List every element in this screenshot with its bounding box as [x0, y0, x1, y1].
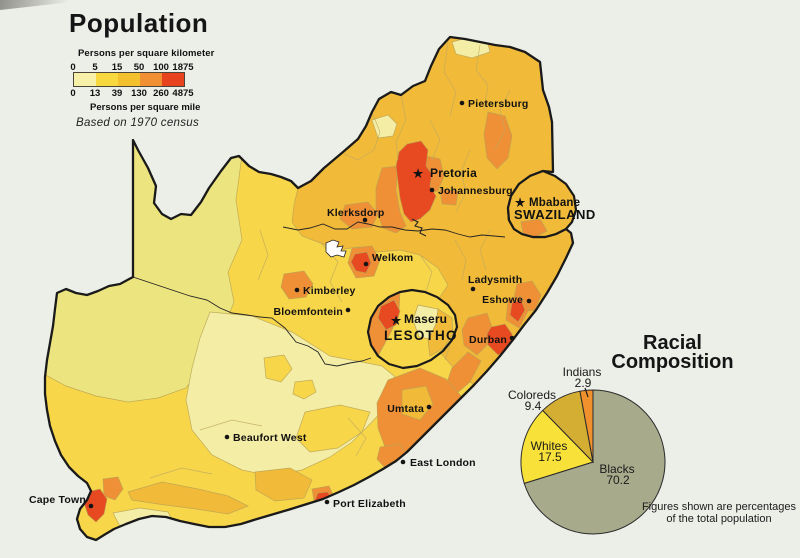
city-dot-icon-kimberley: [294, 287, 300, 293]
city-label-port-elizabeth: Port Elizabeth: [333, 498, 406, 510]
city-dot-icon-cape-town: [88, 503, 94, 509]
city-label-maseru: Maseru: [404, 312, 447, 326]
city-dot-icon-ladysmith: [470, 286, 476, 292]
legend-tick: 15: [111, 62, 123, 73]
pie-slice-whites: [520, 409, 594, 485]
city-label-kimberley: Kimberley: [303, 285, 356, 297]
pie-label-indians-value: 2.9: [575, 376, 592, 390]
city-dot-icon-umtata: [426, 404, 432, 410]
south-africa-border: [43, 35, 575, 542]
city-label-ladysmith: Ladysmith: [468, 274, 522, 286]
legend-tick: 5: [92, 62, 98, 73]
city-dot-icon-beaufort-west: [224, 434, 230, 440]
pie-slice-blacks: [523, 389, 666, 535]
vaal-river: [282, 221, 506, 238]
city-label-eshowe: Eshowe: [482, 294, 523, 306]
pie-slice-indians: [579, 389, 594, 463]
legend-tick: 4875: [172, 88, 194, 99]
city-label-mbabane: Mbabane: [529, 197, 580, 209]
city-label-east-london: East London: [410, 457, 476, 469]
orange-river: [132, 276, 372, 367]
vaal-dam: [411, 218, 427, 237]
city-label-johannesburg: Johannesburg: [438, 185, 513, 197]
pie-label-coloreds: Coloreds: [508, 388, 556, 402]
legend-tick: 0: [70, 88, 76, 99]
pie-label-whites-value: 17.5: [538, 450, 562, 464]
city-label-welkom: Welkom: [372, 252, 413, 264]
city-label-beaufort-west: Beaufort West: [233, 432, 307, 444]
city-dot-icon-durban: [509, 335, 515, 341]
population-legend: Population Persons per square kilometer …: [63, 6, 233, 129]
legend-swatch: [74, 73, 96, 86]
city-label-umtata: Umtata: [387, 403, 424, 415]
city-label-cape-town: Cape Town: [29, 494, 86, 506]
capital-star-icon-maseru: ★: [390, 313, 402, 328]
swaziland: [506, 169, 578, 239]
page-title: Population: [69, 8, 209, 38]
pie-label-whites: Whites: [531, 439, 568, 453]
city-dot-icon-port-elizabeth: [324, 499, 330, 505]
district-boundaries: [149, 41, 511, 479]
legend-tick: 100: [153, 62, 169, 73]
indians-leader-line: [584, 387, 589, 398]
pie-label-blacks: Blacks: [599, 462, 634, 476]
city-label-bloemfontein: Bloemfontein: [274, 306, 343, 318]
city-label-pretoria: Pretoria: [430, 166, 477, 180]
legend-tick: 130: [131, 88, 147, 99]
legend-unit-mile: Persons per square mile: [90, 102, 201, 113]
city-dot-icon-klerksdorp: [362, 217, 368, 223]
legend-swatch: [162, 73, 184, 86]
territory-label-swaziland: SWAZILAND: [514, 207, 596, 222]
legend-tick: 260: [153, 88, 169, 99]
pie-label-indians: Indians: [563, 365, 602, 379]
census-note: Based on 1970 census: [76, 117, 200, 129]
city-label-klerksdorp: Klerksdorp: [327, 207, 384, 219]
legend-tick: 39: [111, 88, 123, 99]
legend-color-bar: [73, 72, 185, 87]
density-scale: 0 5 15 50 100 1875 0 13 39 130 260 4875: [70, 62, 223, 101]
river-borders: [132, 218, 506, 367]
legend-swatch: [140, 73, 162, 86]
capital-star-icon-pretoria: ★: [412, 166, 424, 181]
territory-label-lesotho: LESOTHO: [384, 328, 458, 343]
city-label-durban: Durban: [469, 334, 507, 346]
legend-unit-km: Persons per square kilometer: [78, 48, 215, 59]
pie-chart-title: Racial Composition: [611, 332, 734, 373]
city-dot-icon-bloemfontein: [345, 307, 351, 313]
city-dot-icon-pietersburg: [459, 100, 465, 106]
lesotho: [366, 288, 459, 370]
city-dot-icon-east-london: [400, 459, 406, 465]
city-dot-icon-welkom: [363, 261, 369, 267]
legend-swatch: [118, 73, 140, 86]
capital-star-icon-mbabane: ★: [514, 195, 526, 210]
city-dot-icon-johannesburg: [429, 187, 435, 193]
pie-label-blacks-value: 70.2: [606, 473, 630, 487]
legend-tick: 50: [133, 62, 145, 73]
city-dot-icon-eshowe: [526, 298, 532, 304]
scan-edge-artifact: [0, 0, 90, 10]
legend-swatch: [96, 73, 118, 86]
city-label-pietersburg: Pietersburg: [468, 98, 529, 110]
lake: [325, 239, 347, 258]
legend-tick: 13: [89, 88, 101, 99]
legend-tick: 0: [70, 62, 76, 73]
pie-caption: Figures shown are percentages of the tot…: [641, 501, 797, 525]
legend-tick: 1875: [172, 62, 194, 73]
pie-label-coloreds-value: 9.4: [525, 399, 542, 413]
